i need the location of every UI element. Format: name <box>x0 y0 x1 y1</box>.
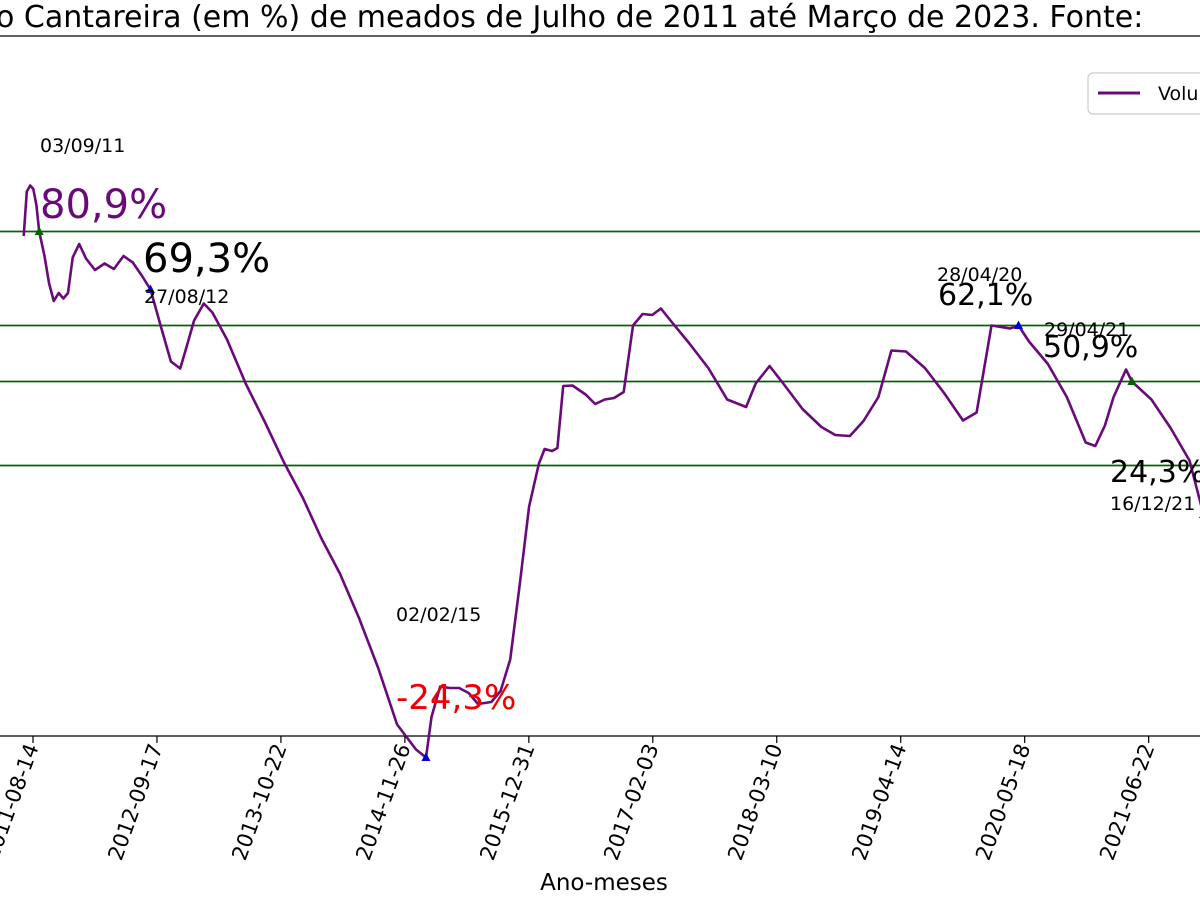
annotation-date-label: 03/09/11 <box>40 135 125 157</box>
annotation-date-label: 27/08/12 <box>144 286 229 308</box>
annotation-marker <box>145 284 155 293</box>
legend-box <box>1087 72 1200 115</box>
x-tick-label: 2020-05-18 <box>971 741 1035 864</box>
annotation-date-label: 28/04/20 <box>937 264 1022 286</box>
x-tick-label: 2011-08-14 <box>0 741 44 864</box>
x-tick-label: 2017-02-03 <box>599 741 663 864</box>
annotations: 03/09/11 80,9% 27/08/12 69,3% 02/02/15 -24,3%… <box>34 135 1200 761</box>
series-layer <box>22 184 1200 759</box>
annotation-date-label: 16/12/21 <box>1110 493 1195 515</box>
x-axis-label: Ano-meses <box>540 870 668 896</box>
annotation-value-label: 69,3% <box>143 236 270 282</box>
annotation-date-label: 29/04/21 <box>1044 319 1129 341</box>
x-tick-label: 2019-04-14 <box>847 741 911 864</box>
series-line <box>22 184 1200 759</box>
x-tick-label: 2014-11-26 <box>351 741 415 864</box>
x-tick-label: 2018-03-10 <box>723 741 787 864</box>
reference-lines <box>0 230 1200 467</box>
annotation-marker <box>1127 376 1137 385</box>
annotation-marker <box>1013 320 1023 329</box>
x-tick-label: 2012-09-17 <box>103 741 167 864</box>
annotation-value-label: 24,3% <box>1110 455 1200 490</box>
x-tick-label: 2015-12-31 <box>475 741 539 864</box>
annotation-marker <box>34 226 44 235</box>
x-tick-label: 2013-10-22 <box>227 741 291 864</box>
annotation-value-label: 62,1% <box>938 278 1033 313</box>
legend[interactable]: Volu <box>1087 72 1200 115</box>
annotation-date-label: 02/02/15 <box>396 604 481 626</box>
annotation-value-label: -24,3% <box>396 678 516 718</box>
legend-entry-label: Volu <box>1158 83 1198 105</box>
annotation-value-label: 80,9% <box>40 182 167 228</box>
annotation-value-label: 50,9% <box>1043 330 1138 365</box>
x-tick-label: 2021-06-22 <box>1095 741 1159 864</box>
chart-title: o Cantareira (em %) de meados de Julho d… <box>0 0 1143 35</box>
annotation-marker <box>421 752 431 761</box>
x-axis-ticks: 2011-08-14 2012-09-17 2013-10-22 2014-11-26… <box>0 736 1159 864</box>
